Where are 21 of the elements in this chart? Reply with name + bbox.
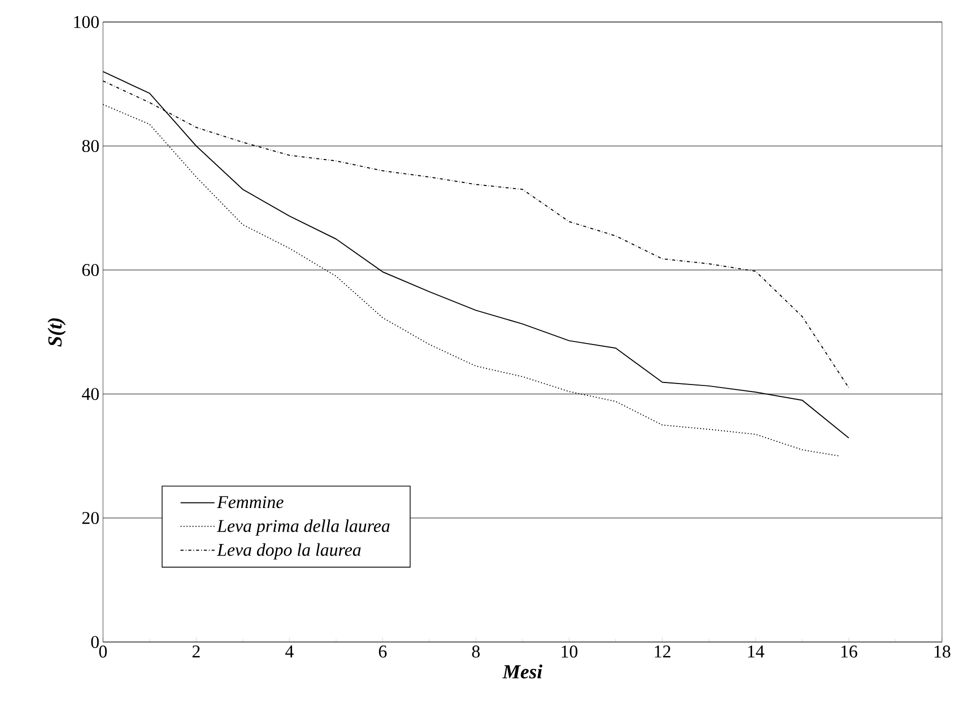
y-tick-label: 40 [82, 388, 99, 400]
y-tick-label: 20 [82, 512, 99, 524]
x-tick-label: 16 [841, 646, 858, 658]
x-axis-title: Mesi [502, 664, 542, 678]
x-tick-label: 2 [192, 646, 200, 658]
legend-label: Femmine [216, 496, 284, 508]
x-tick-label: 12 [654, 646, 670, 658]
y-tick-label: 0 [91, 636, 99, 648]
legend-label: Leva dopo la laurea [216, 543, 361, 560]
x-tick-label: 4 [285, 646, 294, 658]
x-tick-label: 18 [934, 646, 950, 658]
y-tick-label: 100 [74, 16, 99, 28]
x-tick-label: 10 [562, 646, 578, 658]
y-axis-title: S(t) [48, 318, 66, 347]
y-tick-label: 80 [82, 140, 99, 152]
y-tick-label: 60 [82, 264, 99, 276]
x-tick-label: 8 [472, 646, 480, 658]
x-tick-label: 14 [748, 646, 764, 658]
legend-label: Leva prima della laurea [216, 519, 390, 536]
x-tick-label: 6 [378, 646, 387, 658]
x-tick-label: 0 [99, 646, 107, 658]
